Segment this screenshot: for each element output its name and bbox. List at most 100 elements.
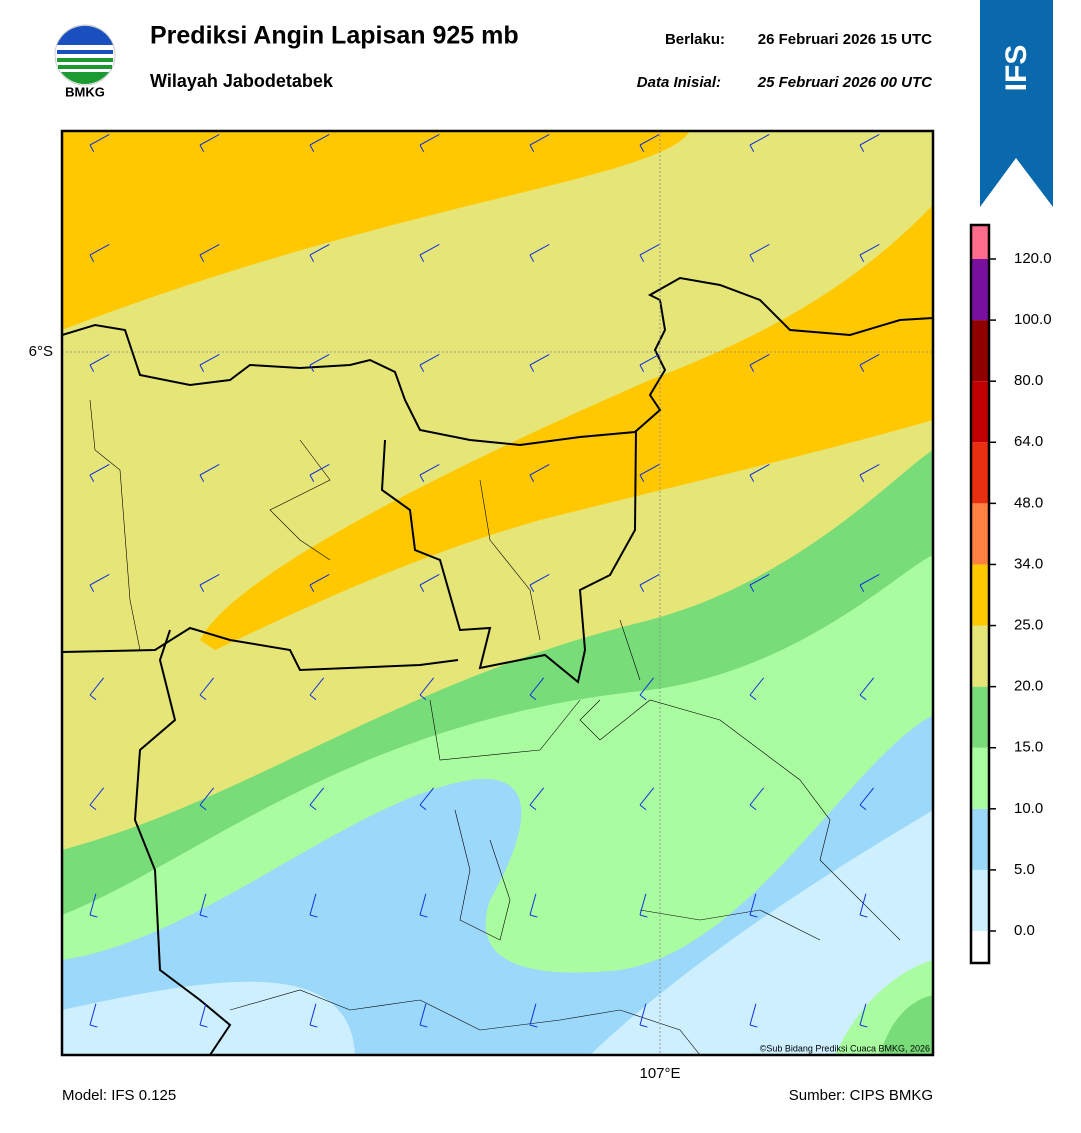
wind-barb: [749, 574, 770, 592]
wind-barb: [529, 354, 550, 372]
wind-barb: [89, 893, 98, 918]
colorbar-tick-label: 48.0: [1014, 494, 1043, 511]
wind-barb: [199, 354, 220, 372]
boundary: [62, 429, 637, 1055]
wind-barb: [529, 893, 538, 918]
colorbar-tick-label: 15.0: [1014, 739, 1043, 756]
model-badge: IFS: [1000, 45, 1033, 92]
wind-barb: [859, 677, 875, 701]
colorbar-band: [971, 686, 989, 748]
wind-barb: [419, 134, 440, 152]
wind-barb: [859, 1003, 868, 1028]
wind-barb: [859, 893, 868, 918]
valid-label: Berlaku:: [665, 31, 725, 48]
colorbar-band: [971, 442, 989, 504]
init-time: 25 Februari 2026 00 UTC: [757, 74, 933, 91]
colorbar-tick-label: 80.0: [1014, 372, 1043, 389]
wind-barb: [89, 787, 105, 811]
colorbar-tick-label: 25.0: [1014, 617, 1043, 634]
wind-barb: [529, 677, 545, 701]
wind-barb: [419, 244, 440, 262]
colorbar-band: [971, 808, 989, 870]
wind-barb: [859, 787, 875, 811]
wind-barb: [639, 134, 660, 152]
wind-barb: [199, 1003, 208, 1028]
colorbar-band: [971, 931, 989, 963]
wind-barb: [309, 354, 330, 372]
wind-barb: [639, 354, 660, 372]
wind-barb: [199, 893, 208, 918]
wind-barb: [419, 787, 435, 811]
colorbar: 0.0 5.0 10.0 15.0 20.0 25.0 34.0 48.0 64.0 80.0 10…: [969, 223, 1052, 965]
colorbar-tick-label: 100.0: [1014, 311, 1052, 328]
wind-barb: [199, 677, 215, 701]
wind-barb: [859, 244, 880, 262]
wind-barbs: [89, 134, 880, 1028]
map: ©Sub Bidang Prediksi Cuaca BMKG, 2026: [62, 131, 933, 1055]
wind-barb: [309, 1003, 318, 1028]
contour-fill: [62, 131, 690, 330]
wind-barb: [419, 464, 440, 482]
wind-barb: [419, 574, 440, 592]
wind-barb: [529, 464, 550, 482]
contour-fill: [590, 810, 933, 1055]
colorbar-band: [971, 625, 989, 687]
wind-barb: [199, 574, 220, 592]
wind-barb: [639, 574, 660, 592]
contour-fill: [62, 981, 355, 1055]
wind-barb: [309, 787, 325, 811]
colorbar-band: [971, 747, 989, 809]
wind-barb: [639, 1003, 648, 1028]
contour-fill: [200, 205, 933, 650]
wind-barb: [859, 134, 880, 152]
wind-barb: [639, 787, 655, 811]
wind-barb: [749, 677, 765, 701]
contour-fill: [880, 995, 933, 1055]
wind-barb: [89, 244, 110, 262]
wind-barb: [529, 1003, 538, 1028]
init-label: Data Inisial:: [637, 74, 721, 91]
wind-barb: [529, 134, 550, 152]
wind-barb: [89, 134, 110, 152]
credit: ©Sub Bidang Prediksi Cuaca BMKG, 2026: [760, 1043, 930, 1053]
footer-model: Model: IFS 0.125: [62, 1087, 176, 1104]
wind-barb: [199, 244, 220, 262]
footer-source: Sumber: CIPS BMKG: [789, 1087, 933, 1104]
wind-barb: [639, 893, 648, 918]
colorbar-tick-label: 120.0: [1014, 250, 1052, 267]
colorbar-tick-label: 10.0: [1014, 800, 1043, 817]
colorbar-band: [971, 564, 989, 626]
wind-barb: [749, 893, 758, 918]
wind-barb: [89, 464, 110, 482]
wind-barb: [89, 677, 105, 701]
wind-barb: [749, 244, 770, 262]
wind-barb: [529, 244, 550, 262]
colorbar-tick-label: 20.0: [1014, 678, 1043, 695]
wind-barb: [199, 134, 220, 152]
wind-barb: [419, 677, 435, 701]
valid-time: 26 Februari 2026 15 UTC: [758, 31, 932, 48]
wind-barb: [749, 354, 770, 372]
wind-barb: [859, 354, 880, 372]
wind-barb: [309, 134, 330, 152]
wind-barb: [419, 354, 440, 372]
wind-barb: [749, 464, 770, 482]
logo: BMKG: [54, 24, 116, 99]
colorbar-tick-label: 5.0: [1014, 861, 1035, 878]
wind-barb: [639, 677, 655, 701]
wind-barb: [529, 574, 550, 592]
colorbar-band: [971, 259, 989, 321]
colorbar-band: [971, 320, 989, 382]
title: Prediksi Angin Lapisan 925 mb: [150, 22, 519, 50]
colorbar-tick-label: 34.0: [1014, 555, 1043, 572]
wind-barb: [309, 464, 330, 482]
lat-label: 6°S: [29, 343, 53, 360]
wind-barb: [639, 244, 660, 262]
colorbar-tick-label: 0.0: [1014, 922, 1035, 939]
wind-barb: [309, 677, 325, 701]
wind-barb: [749, 787, 765, 811]
colorbar-band: [971, 381, 989, 443]
wind-barb: [89, 354, 110, 372]
model-ribbon: [980, 0, 1053, 207]
